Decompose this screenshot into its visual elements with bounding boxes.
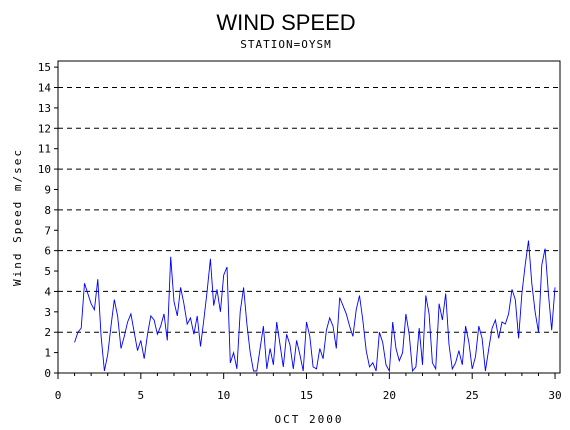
y-tick-label: 10 bbox=[38, 163, 51, 176]
y-tick-label: 12 bbox=[38, 122, 51, 135]
x-tick-label: 10 bbox=[217, 389, 230, 402]
x-tick-label: 0 bbox=[55, 389, 62, 402]
x-tick-label: 30 bbox=[548, 389, 561, 402]
y-tick-label: 0 bbox=[44, 367, 51, 380]
y-tick-label: 2 bbox=[44, 326, 51, 339]
y-tick-label: 3 bbox=[44, 306, 51, 319]
y-tick-label: 1 bbox=[44, 347, 51, 360]
reference-lines bbox=[58, 87, 560, 374]
x-axis: 0 5 10 15 20 25 30 bbox=[55, 373, 562, 402]
y-tick-label: 13 bbox=[38, 102, 51, 115]
x-tick-label: 5 bbox=[138, 389, 145, 402]
y-tick-label: 15 bbox=[38, 61, 51, 74]
x-tick-label: 15 bbox=[300, 389, 313, 402]
y-axis-label: Wind Speed m/sec bbox=[11, 148, 24, 286]
plot-frame bbox=[57, 60, 561, 374]
y-tick-label: 14 bbox=[38, 82, 52, 95]
chart-subtitle: STATION=OYSM bbox=[240, 38, 331, 51]
x-tick-label: 20 bbox=[383, 389, 396, 402]
y-tick-label: 5 bbox=[44, 265, 51, 278]
y-tick-label: 11 bbox=[38, 143, 51, 156]
x-axis-label: OCT 2000 bbox=[275, 413, 344, 426]
x-tick-label: 25 bbox=[466, 389, 479, 402]
y-tick-label: 7 bbox=[44, 224, 51, 237]
wind-speed-series-line bbox=[74, 240, 556, 373]
y-tick-label: 6 bbox=[44, 245, 51, 258]
y-tick-label: 4 bbox=[44, 285, 51, 298]
y-tick-label: 8 bbox=[44, 204, 51, 217]
y-tick-label: 9 bbox=[44, 183, 51, 196]
chart-title: WIND SPEED bbox=[216, 10, 355, 35]
